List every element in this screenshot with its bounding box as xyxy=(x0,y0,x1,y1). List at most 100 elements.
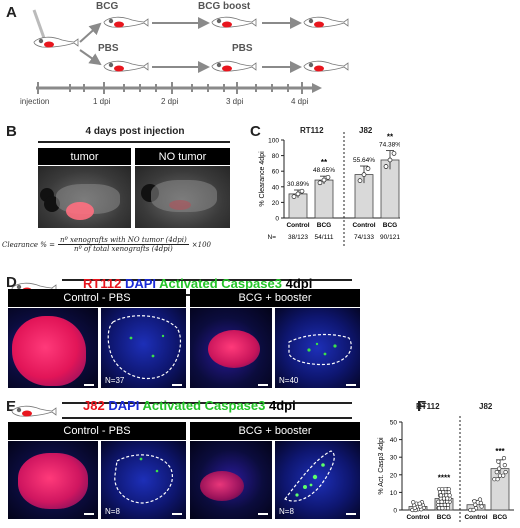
caspase-chart: 0 10 20 30 40 50 % Act. Casp3 4dpi Control BCG Co… xyxy=(378,416,514,522)
timeline-2dpi: 2 dpi xyxy=(161,97,179,106)
chart-f-sig: *** xyxy=(495,447,505,456)
chart-f-point xyxy=(497,466,502,471)
panel-d-title: RT112 DAPI Activated Caspase3 4dpi xyxy=(83,276,312,291)
e-control-red-image xyxy=(8,441,98,519)
no-tumor-header: NO tumor xyxy=(135,148,230,165)
chart-f-point xyxy=(501,455,507,461)
formula-factor: ×100 xyxy=(191,240,211,249)
chart-c-ylabel: % Clearance 4dpi xyxy=(259,151,266,207)
chart-c-pct-label: 48.65% xyxy=(313,167,335,174)
timeline-4dpi: 4 dpi xyxy=(291,97,309,106)
e-control-header: Control - PBS xyxy=(8,422,186,440)
chart-f-ytick-label: 50 xyxy=(390,420,398,427)
chart-c-n-label: N= xyxy=(268,234,277,241)
chart-c-group-rt112: RT112 xyxy=(300,126,324,135)
chart-f-point xyxy=(439,499,444,504)
d-n-control: N=37 xyxy=(105,376,125,385)
clearance-chart: 0 20 40 60 80 100% Clearance 4dpi 30.89% Contro… xyxy=(259,132,400,248)
chart-c-category: Control xyxy=(286,222,309,229)
chart-c-point xyxy=(321,177,327,183)
bcg-label: BCG xyxy=(96,1,119,12)
chart-c-n-value: 54/111 xyxy=(315,234,334,241)
chart-c-n-value: 90/121 xyxy=(380,234,400,241)
chart-f-group-j82: J82 xyxy=(479,402,493,411)
chart-f-point xyxy=(478,500,483,506)
chart-c-pct-label: 74.38% xyxy=(379,142,400,149)
bcg-boost-label: BCG boost xyxy=(198,1,251,12)
panel-e-title: J82 DAPI Activated Caspase3 4dpi xyxy=(83,398,296,413)
chart-f-point xyxy=(447,493,452,498)
chart-f-point xyxy=(438,493,443,498)
chart-f-ylabel: % Act. Casp3 4dpi xyxy=(378,437,385,495)
chart-f-point xyxy=(477,497,483,502)
chart-c-pct-label: 30.89% xyxy=(287,181,309,188)
timeline-3dpi: 3 dpi xyxy=(226,97,244,106)
chart-c-point xyxy=(387,157,393,163)
d-control-header: Control - PBS xyxy=(8,289,186,307)
chart-f-point xyxy=(446,486,451,492)
larva-icon-e xyxy=(11,405,57,417)
pbs-label-1: PBS xyxy=(98,43,119,54)
chart-f-point xyxy=(479,504,484,509)
chart-f-category: Control xyxy=(464,514,487,521)
chart-f-ytick-label: 10 xyxy=(390,490,398,497)
chart-f-category: BCG xyxy=(437,514,451,521)
chart-c-point xyxy=(317,180,323,186)
chart-f-ytick-label: 30 xyxy=(390,455,398,462)
chart-f-point xyxy=(503,470,508,475)
chart-c-point xyxy=(357,178,363,183)
chart-f-point xyxy=(445,496,450,501)
d-control-casp-image: N=37 xyxy=(101,308,186,388)
e-n-control: N=8 xyxy=(105,507,120,516)
e-bcg-casp-image: N=8 xyxy=(275,441,360,519)
chart-f-point xyxy=(496,459,501,464)
chart-f-point xyxy=(417,501,422,506)
tumor-header: tumor xyxy=(38,148,131,165)
chart-c-category: Control xyxy=(352,222,375,229)
chart-f-ytick-label: 20 xyxy=(390,472,398,479)
chart-f-category: Control xyxy=(406,514,429,521)
title-caspase-e: Activated Caspase3 xyxy=(142,398,266,413)
chart-f-sig: **** xyxy=(438,474,451,483)
chart-c-point xyxy=(291,194,297,199)
chart-c-sig: ** xyxy=(321,158,328,167)
chart-f-point xyxy=(473,502,478,507)
chart-c-n-value: 74/133 xyxy=(354,234,374,241)
panel-label-a: A xyxy=(6,4,17,21)
formula-lhs: Clearance % = xyxy=(2,240,55,249)
title-rt112: RT112 xyxy=(83,276,122,291)
chart-f-point xyxy=(445,502,451,507)
experiment-schematic xyxy=(32,9,349,94)
chart-c-group-j82: J82 xyxy=(359,126,373,135)
d-bcg-red-image xyxy=(190,308,272,388)
chart-f-ytick-label: 0 xyxy=(393,508,397,515)
panel-label-f: F xyxy=(417,398,427,415)
chart-f-category: BCG xyxy=(493,514,507,521)
chart-c-point xyxy=(361,172,367,177)
fish-icon xyxy=(33,36,79,48)
chart-f-point xyxy=(441,490,446,495)
chart-f-point xyxy=(501,473,506,478)
e-bcg-header: BCG + booster xyxy=(190,422,360,440)
chart-c-point xyxy=(325,174,331,180)
chart-c-point xyxy=(295,191,301,197)
chart-c-pct-label: 55.64% xyxy=(353,157,375,164)
chart-c-sig: ** xyxy=(387,133,394,142)
tumor-image xyxy=(38,166,131,228)
timeline-1dpi: 1 dpi xyxy=(93,97,111,106)
d-bcg-header: BCG + booster xyxy=(190,289,360,307)
chart-c-point xyxy=(391,151,397,156)
d-bcg-casp-image: N=40 xyxy=(275,308,360,388)
title-dapi: DAPI xyxy=(124,276,156,291)
title-dapi-e: DAPI xyxy=(108,398,140,413)
chart-f-point xyxy=(494,470,499,475)
panel-label-e: E xyxy=(6,398,17,415)
e-control-casp-image: N=8 xyxy=(101,441,186,519)
e-n-bcg: N=8 xyxy=(279,507,294,516)
chart-c-point xyxy=(365,166,371,171)
title-j82: J82 xyxy=(83,398,105,413)
panel-label-c: C xyxy=(250,123,261,140)
e-bcg-red-image xyxy=(190,441,272,519)
chart-c-ytick-label: 0 xyxy=(275,216,279,223)
d-control-red-image xyxy=(8,308,98,388)
